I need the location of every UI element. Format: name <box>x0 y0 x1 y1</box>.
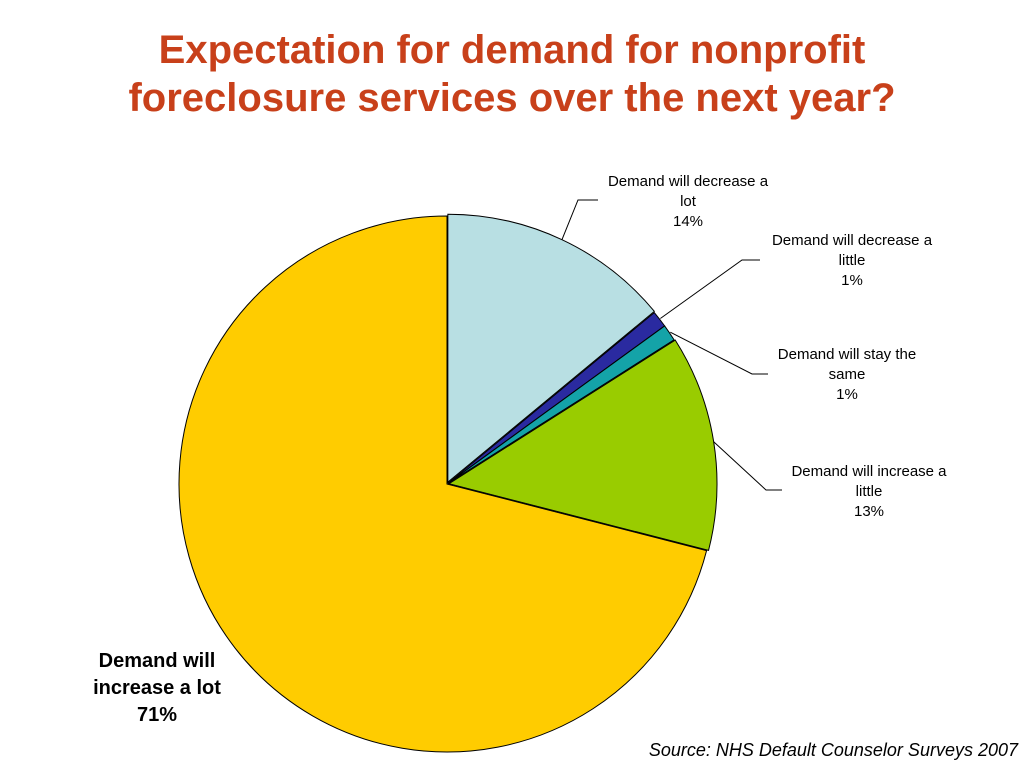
chart-title-line-1: Expectation for demand for nonprofit <box>158 28 866 72</box>
slice-category-label: little <box>856 483 883 500</box>
pie-slice <box>447 339 718 551</box>
pie-slice <box>178 215 708 753</box>
slice-category-label: Demand will decrease a <box>772 232 933 249</box>
slice-category-label: lot <box>680 193 697 210</box>
slice-category-label: increase a lot <box>93 677 221 699</box>
slice-category-label: Demand will increase a <box>791 463 947 480</box>
slice-category-label: same <box>829 366 866 383</box>
source-note: Source: NHS Default Counselor Surveys 20… <box>648 740 1018 760</box>
leader-line <box>713 441 782 491</box>
pie-slice <box>447 325 675 484</box>
chart-title-line-2: foreclosure services over the next year? <box>128 76 896 120</box>
slice-category-label: little <box>839 252 866 269</box>
leader-line <box>660 259 760 319</box>
leader-line <box>561 199 598 240</box>
slice-value-label: 1% <box>836 386 858 403</box>
slice-value-label: 14% <box>673 213 703 230</box>
chart-title: Expectation for demand for nonprofit for… <box>0 26 1024 122</box>
slice-value-label: 13% <box>854 503 884 520</box>
slice-value-label: 71% <box>137 704 177 726</box>
slice-category-label: Demand will decrease a <box>608 173 769 190</box>
slice-value-label: 1% <box>841 272 863 289</box>
leader-line <box>670 331 768 375</box>
slice-category-label: Demand will stay the <box>778 346 916 363</box>
slice-category-label: Demand will <box>99 650 216 672</box>
